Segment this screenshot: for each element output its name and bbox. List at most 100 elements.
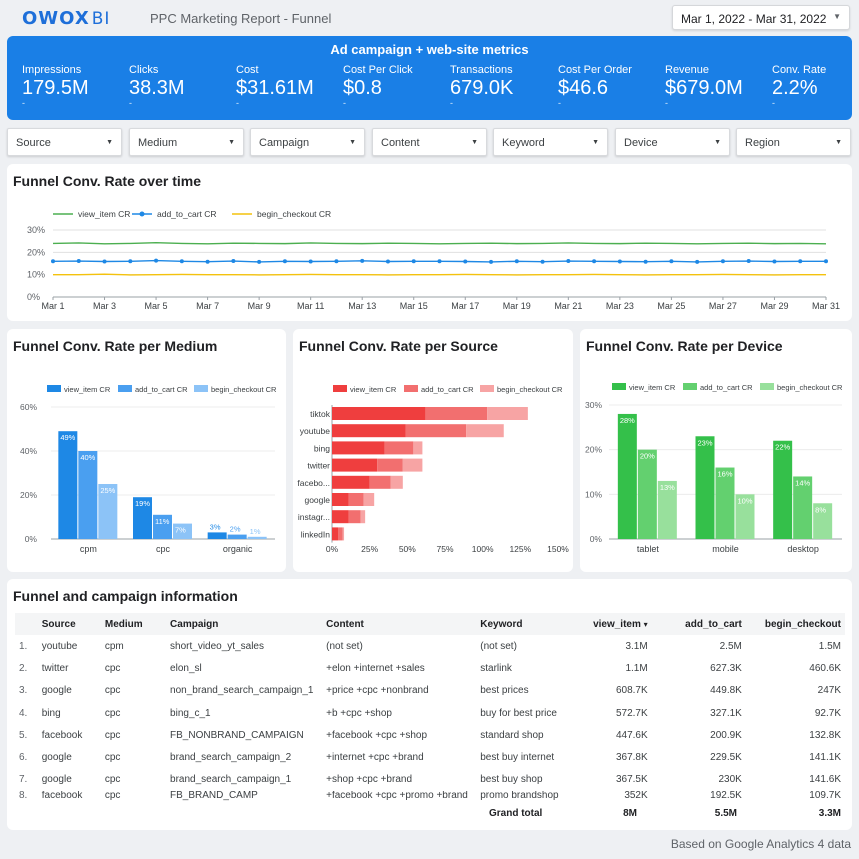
column-header-Medium[interactable]: Medium (100, 613, 167, 635)
data-point[interactable] (179, 259, 184, 264)
bar-bing-view_item-CR[interactable] (332, 441, 385, 455)
bar-twitter-view_item-CR[interactable] (332, 458, 378, 472)
bar-cpm-begin_checkout-CR[interactable] (98, 484, 118, 539)
filter-content[interactable]: Content ▼ (372, 128, 487, 156)
data-point[interactable] (798, 259, 803, 264)
owox-logo[interactable]: OWOX BI (22, 8, 110, 29)
column-header-add_to_cart[interactable]: add_to_cart (651, 613, 746, 635)
bar-facebo...-begin_checkout-CR[interactable] (390, 475, 403, 489)
column-header-Content[interactable]: Content (322, 613, 477, 635)
bar-tablet-begin_checkout-CR[interactable] (657, 480, 677, 539)
data-point[interactable] (669, 259, 674, 264)
table-row[interactable]: 2. twitter cpc elon_sl +elon +internet +sale… (15, 657, 845, 679)
filter-medium[interactable]: Medium ▼ (129, 128, 244, 156)
bar-mobile-add_to_cart-CR[interactable] (715, 467, 735, 539)
table-row[interactable]: 3. google cpc non_brand_search_campaign_1 +p… (15, 680, 845, 702)
bar-youtube-add_to_cart-CR[interactable] (405, 424, 467, 438)
legend-item-view_item-CR[interactable]: view_item CR (53, 209, 130, 219)
bar-facebo...-view_item-CR[interactable] (332, 475, 370, 489)
funnel-per-medium-chart[interactable]: view_item CR add_to_cart CR begin_checkout… (7, 329, 286, 572)
legend-item-view_item-CR[interactable]: view_item CR (333, 385, 397, 394)
filter-keyword[interactable]: Keyword ▼ (493, 128, 608, 156)
sort-desc-icon[interactable]: ▾ (643, 619, 648, 629)
legend-item-begin_checkout-CR[interactable]: begin_checkout CR (480, 385, 563, 394)
data-point[interactable] (566, 259, 571, 264)
table-row[interactable]: 5. facebook cpc FB_NONBRAND_CAMPAIGN +facebo… (15, 724, 845, 746)
funnel-over-time-chart[interactable]: view_item CR add_to_cart CR begin_checkout… (7, 164, 852, 321)
bar-desktop-begin_checkout-CR[interactable] (813, 503, 833, 539)
bar-instagr...-add_to_cart-CR[interactable] (348, 510, 361, 524)
filter-source[interactable]: Source ▼ (7, 128, 122, 156)
bar-linkedIn-view_item-CR[interactable] (332, 527, 339, 541)
data-point[interactable] (746, 259, 751, 264)
bar-desktop-view_item-CR[interactable] (773, 440, 793, 539)
bar-google-begin_checkout-CR[interactable] (363, 493, 375, 506)
bar-cpc-begin_checkout-CR[interactable] (173, 523, 192, 539)
bar-mobile-begin_checkout-CR[interactable] (735, 494, 755, 539)
data-point[interactable] (257, 259, 262, 264)
bar-bing-begin_checkout-CR[interactable] (413, 441, 423, 455)
data-point[interactable] (643, 259, 648, 264)
data-point[interactable] (51, 259, 55, 264)
data-point[interactable] (437, 259, 442, 264)
data-point[interactable] (308, 259, 313, 264)
funnel-per-source-chart[interactable]: view_item CR add_to_cart CR begin_checkout… (293, 329, 573, 572)
bar-instagr...-view_item-CR[interactable] (332, 510, 349, 524)
legend-item-add_to_cart-CR[interactable]: add_to_cart CR (132, 209, 217, 219)
data-point[interactable] (76, 259, 81, 264)
data-point[interactable] (772, 259, 777, 264)
data-point[interactable] (824, 259, 828, 264)
data-point[interactable] (205, 259, 210, 264)
legend-item-begin_checkout-CR[interactable]: begin_checkout CR (194, 385, 277, 394)
legend-item-view_item-CR[interactable]: view_item CR (612, 383, 676, 392)
column-header-Source[interactable]: Source (37, 613, 101, 635)
bar-organic-begin_checkout-CR[interactable] (247, 536, 267, 539)
data-point[interactable] (360, 258, 365, 263)
bar-cpm-add_to_cart-CR[interactable] (78, 451, 98, 539)
bar-youtube-begin_checkout-CR[interactable] (466, 424, 504, 438)
bar-google-view_item-CR[interactable] (332, 493, 349, 506)
legend-item-view_item-CR[interactable]: view_item CR (47, 385, 111, 394)
bar-tiktok-add_to_cart-CR[interactable] (425, 407, 488, 420)
bar-twitter-begin_checkout-CR[interactable] (402, 458, 423, 472)
table-row[interactable]: 8. facebook cpc FB_BRAND_CAMP +facebook +cpc… (15, 791, 845, 801)
bar-cpm-view_item-CR[interactable] (58, 431, 78, 539)
table-row[interactable]: 4. bing cpc bing_c_1 +b +cpc +shop buy for be… (15, 702, 845, 724)
bar-organic-add_to_cart-CR[interactable] (227, 534, 247, 539)
data-point[interactable] (282, 259, 287, 264)
data-point[interactable] (489, 259, 494, 264)
bar-tablet-add_to_cart-CR[interactable] (637, 449, 657, 539)
bar-tiktok-view_item-CR[interactable] (332, 407, 426, 420)
data-point[interactable] (514, 259, 519, 264)
bar-cpc-view_item-CR[interactable] (133, 497, 152, 539)
data-point[interactable] (695, 259, 700, 264)
bar-twitter-add_to_cart-CR[interactable] (377, 458, 403, 472)
table-row[interactable]: 6. google cpc brand_search_campaign_2 +inter… (15, 746, 845, 768)
bar-tiktok-begin_checkout-CR[interactable] (487, 407, 528, 420)
data-point[interactable] (128, 259, 133, 264)
bar-linkedIn-add_to_cart-CR[interactable] (338, 527, 343, 541)
filter-region[interactable]: Region ▼ (736, 128, 851, 156)
funnel-per-device-chart[interactable]: view_item CR add_to_cart CR begin_checkout… (580, 329, 852, 572)
filter-device[interactable]: Device ▼ (615, 128, 730, 156)
date-range-picker[interactable]: Mar 1, 2022 - Mar 31, 2022 ▼ (672, 5, 850, 30)
data-point[interactable] (540, 259, 545, 264)
data-point[interactable] (385, 259, 390, 264)
bar-cpc-add_to_cart-CR[interactable] (153, 514, 172, 539)
data-point[interactable] (231, 259, 236, 264)
column-header-Campaign[interactable]: Campaign (166, 613, 323, 635)
filter-campaign[interactable]: Campaign ▼ (250, 128, 365, 156)
legend-item-add_to_cart-CR[interactable]: add_to_cart CR (683, 383, 753, 392)
table-row[interactable]: 1. youtube cpm short_video_yt_sales (not set… (15, 635, 845, 657)
bar-linkedIn-begin_checkout-CR[interactable] (342, 527, 345, 541)
legend-item-begin_checkout-CR[interactable]: begin_checkout CR (232, 209, 331, 219)
bar-tablet-view_item-CR[interactable] (617, 413, 637, 539)
column-header-begin_checkout[interactable]: begin_checkout (745, 613, 845, 635)
bar-bing-add_to_cart-CR[interactable] (384, 441, 414, 455)
legend-item-begin_checkout-CR[interactable]: begin_checkout CR (760, 383, 843, 392)
data-point[interactable] (592, 259, 597, 264)
bar-instagr...-begin_checkout-CR[interactable] (360, 510, 366, 524)
data-point[interactable] (463, 259, 468, 264)
data-point[interactable] (411, 259, 416, 264)
bar-google-add_to_cart-CR[interactable] (348, 493, 364, 506)
